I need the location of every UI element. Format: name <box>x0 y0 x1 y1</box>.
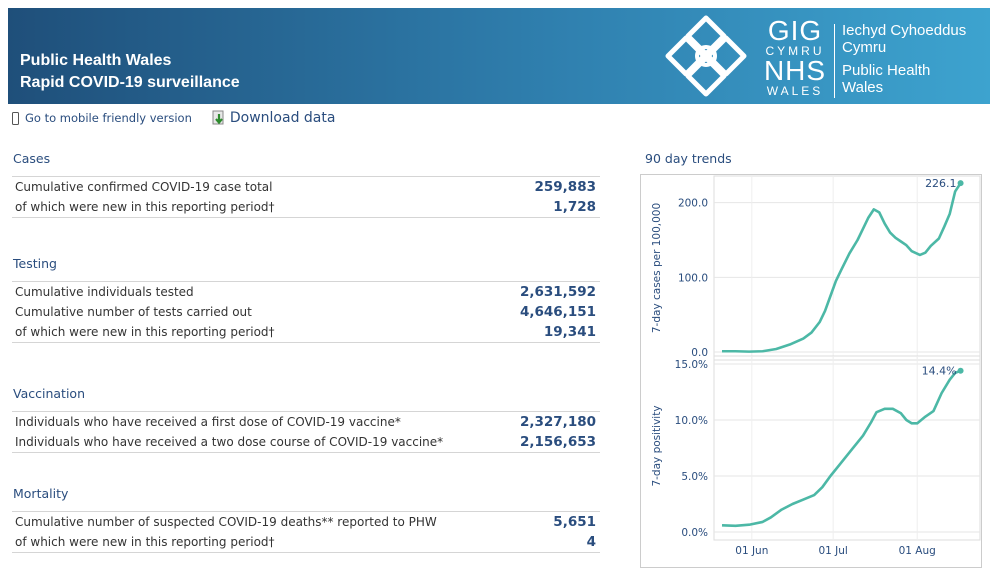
y-tick-label: 0.0% <box>681 527 708 539</box>
mobile-link-label: Go to mobile friendly version <box>25 111 192 125</box>
page-header: Public Health Wales Rapid COVID-19 surve… <box>8 8 990 104</box>
stat-label: Cumulative number of tests carried out <box>15 305 252 319</box>
section-title-cases: Cases <box>13 151 51 166</box>
section-title-testing: Testing <box>13 256 57 271</box>
download-link-label: Download data <box>229 110 336 126</box>
stat-label: Individuals who have received a first do… <box>15 415 401 429</box>
stat-label: Individuals who have received a two dose… <box>15 435 444 449</box>
trends-title: 90 day trends <box>645 151 732 166</box>
header-subtitle: Rapid COVID-19 surveillance <box>20 74 240 91</box>
table-row: Individuals who have received a two dose… <box>12 432 600 452</box>
table-row: of which were new in this reporting peri… <box>12 532 600 552</box>
y-tick-label: 100.0 <box>678 272 708 284</box>
stat-value: 4,646,151 <box>519 304 596 320</box>
logo-wales-text: WALES <box>766 84 824 98</box>
y-tick-label: 0.0 <box>691 347 708 359</box>
download-icon <box>212 110 224 125</box>
stat-label: of which were new in this reporting peri… <box>15 535 275 549</box>
mobile-phone-icon <box>12 111 19 125</box>
y-axis-label: 7-day cases per 100,000 <box>651 203 663 333</box>
stat-label: Cumulative number of suspected COVID-19 … <box>15 515 437 529</box>
stat-value: 2,327,180 <box>519 414 596 430</box>
stat-label: Cumulative confirmed COVID-19 case total <box>15 180 273 194</box>
x-tick-label: 01 Jul <box>818 545 847 557</box>
stat-value: 2,156,653 <box>519 434 596 450</box>
stat-label: of which were new in this reporting peri… <box>15 325 275 339</box>
last-value-label: 14.4% <box>922 365 957 378</box>
y-tick-label: 10.0% <box>675 415 708 427</box>
testing-table: Cumulative individuals tested 2,631,592 … <box>12 281 600 343</box>
stat-value: 1,728 <box>553 199 596 215</box>
last-point-marker <box>957 367 964 374</box>
chart-frame <box>640 174 982 568</box>
vaccination-table: Individuals who have received a first do… <box>12 411 600 453</box>
logo-divider <box>834 24 835 98</box>
stat-value: 259,883 <box>534 179 597 195</box>
logo-cymru-text: CYMRU <box>765 44 825 58</box>
table-row: Cumulative confirmed COVID-19 case total… <box>12 177 600 197</box>
phw-logo-text: Iechyd Cyhoeddus Cymru Public Health Wal… <box>842 22 966 96</box>
plot-area-1 <box>713 355 981 541</box>
table-row: Cumulative individuals tested 2,631,592 <box>12 282 600 302</box>
series-line <box>722 182 962 353</box>
download-data-link[interactable]: Download data <box>212 110 336 126</box>
cases-table: Cumulative confirmed COVID-19 case total… <box>12 176 600 218</box>
section-title-vaccination: Vaccination <box>13 386 85 401</box>
logo-gig-text: GIG <box>767 15 823 46</box>
stat-value: 2,631,592 <box>519 284 596 300</box>
x-tick-label: 01 Jun <box>735 545 768 557</box>
nhs-wales-logo: GIG CYMRU NHS WALES <box>763 15 827 99</box>
stat-label: Cumulative individuals tested <box>15 285 194 299</box>
y-tick-label: 5.0% <box>681 471 708 483</box>
mortality-table: Cumulative number of suspected COVID-19 … <box>12 511 600 553</box>
stat-value: 19,341 <box>543 324 596 340</box>
mobile-version-link[interactable]: Go to mobile friendly version <box>12 111 192 125</box>
y-tick-label: 15.0% <box>675 359 708 371</box>
plot-area-0 <box>713 175 981 361</box>
table-row: Cumulative number of suspected COVID-19 … <box>12 512 600 532</box>
table-row: of which were new in this reporting peri… <box>12 197 600 217</box>
series-line <box>721 369 962 528</box>
stat-value: 4 <box>586 534 596 550</box>
stat-value: 5,651 <box>553 514 596 530</box>
section-title-mortality: Mortality <box>13 486 69 501</box>
last-value-label: 226.1 <box>925 177 957 190</box>
y-axis-label: 7-day positivity <box>651 405 663 486</box>
trends-chart[interactable]: 0.0 100.0 200.0 7-day cases per 100,000 226.… <box>640 174 982 568</box>
logo-nhs-text: NHS <box>763 55 827 86</box>
table-row: of which were new in this reporting peri… <box>12 322 600 342</box>
stat-label: of which were new in this reporting peri… <box>15 200 275 214</box>
logo-line-2: Cymru <box>842 39 887 56</box>
y-tick-label: 200.0 <box>678 198 708 210</box>
table-row: Individuals who have received a first do… <box>12 412 600 432</box>
logo-line-3: Public Health <box>842 62 931 79</box>
toolbar: Go to mobile friendly version Download d… <box>12 110 335 126</box>
logo-line-4: Wales <box>842 79 884 96</box>
celtic-knot-logo-icon <box>665 15 747 97</box>
header-title: Public Health Wales <box>20 52 172 69</box>
x-tick-label: 01 Aug <box>899 545 936 557</box>
logo-line-1: Iechyd Cyhoeddus <box>842 22 967 39</box>
last-point-marker <box>957 180 964 187</box>
table-row: Cumulative number of tests carried out 4… <box>12 302 600 322</box>
